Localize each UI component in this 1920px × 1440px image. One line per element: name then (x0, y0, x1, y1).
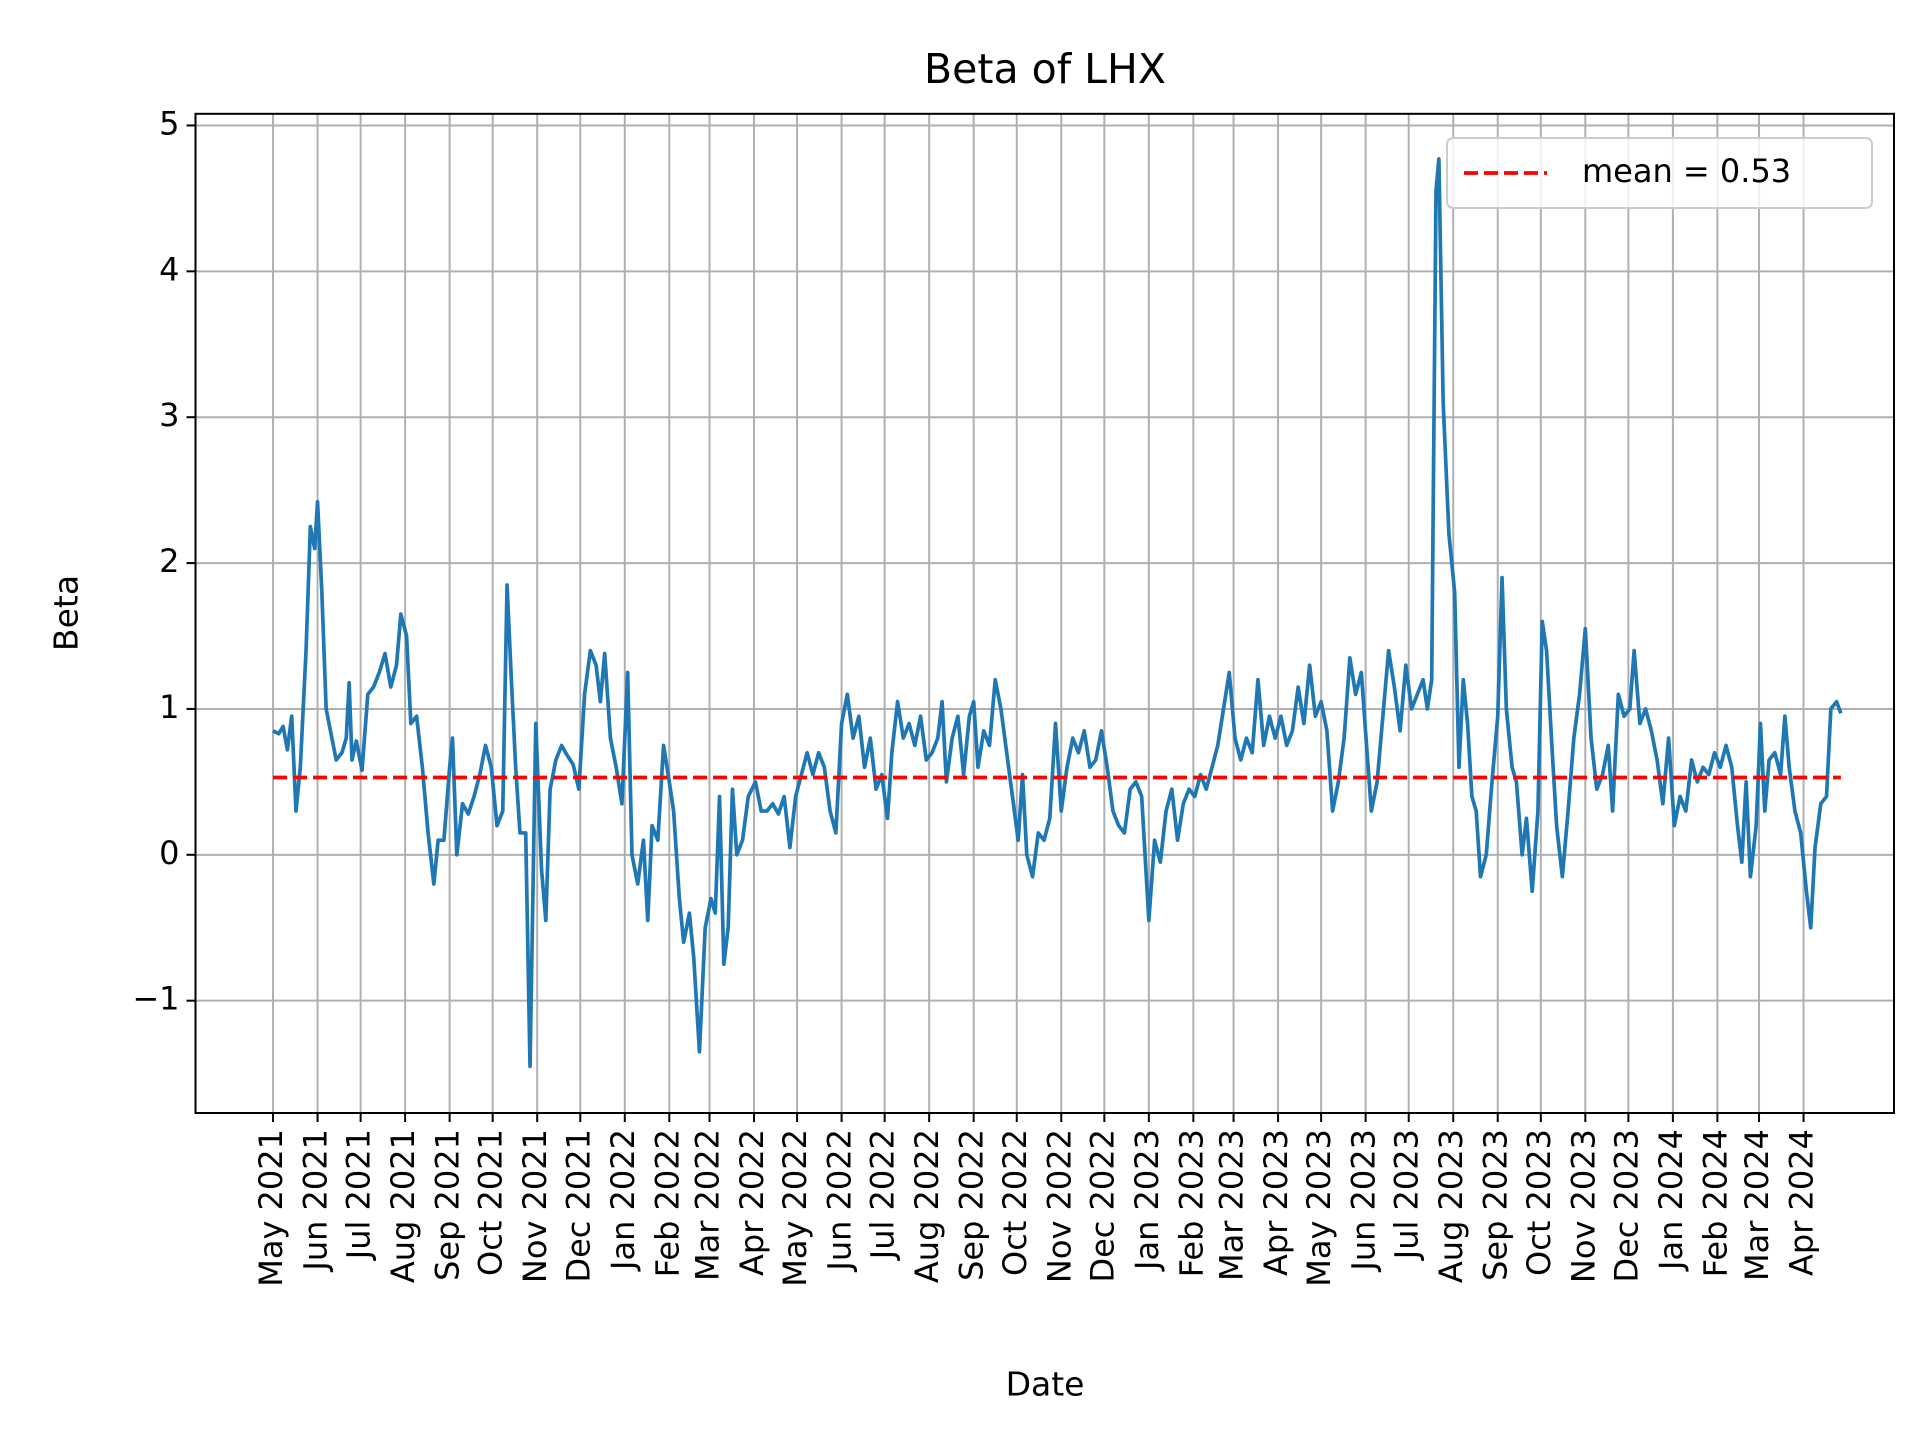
x-tick-label: Sep 2023 (1477, 1129, 1515, 1281)
x-tick-label: Apr 2022 (733, 1129, 771, 1276)
y-tick-label: 5 (159, 104, 179, 142)
x-tick-label: Aug 2021 (384, 1129, 422, 1283)
legend-box (1446, 137, 1873, 209)
x-tick-label: Feb 2023 (1172, 1129, 1210, 1277)
x-tick-label: Jun 2022 (821, 1129, 859, 1273)
y-tick-label: 2 (159, 542, 179, 580)
y-tick-label: 4 (159, 250, 179, 288)
y-axis-label: Beta (47, 575, 86, 651)
x-tick-label: Jul 2023 (1388, 1129, 1426, 1261)
chart-title: Beta of LHX (924, 45, 1166, 93)
y-tick-label: 1 (159, 688, 179, 726)
x-tick-label: Oct 2023 (1520, 1129, 1558, 1276)
y-tick-label: 3 (159, 396, 179, 434)
x-tick-label: Mar 2024 (1738, 1129, 1776, 1281)
x-tick-label: May 2021 (252, 1129, 290, 1287)
x-tick-label: Dec 2021 (559, 1129, 597, 1283)
x-tick-label: Jul 2022 (864, 1129, 902, 1261)
x-tick-label: May 2022 (776, 1129, 814, 1287)
x-tick-label: Feb 2022 (648, 1129, 686, 1277)
x-tick-label: Jan 2023 (1128, 1129, 1166, 1272)
plot-frame (194, 112, 1895, 1115)
x-tick-label: Oct 2021 (472, 1129, 510, 1276)
x-tick-label: Oct 2022 (996, 1129, 1034, 1276)
x-axis-label: Date (1006, 1365, 1085, 1404)
x-tick-label: Sep 2021 (429, 1129, 467, 1281)
x-tick-label: Jun 2021 (297, 1129, 335, 1273)
x-tick-label: Nov 2023 (1564, 1129, 1602, 1283)
x-tick-label: Nov 2021 (516, 1129, 554, 1283)
x-tick-label: Sep 2022 (953, 1129, 991, 1281)
y-tick-label: −1 (132, 980, 179, 1018)
x-tick-label: Jan 2022 (604, 1129, 642, 1272)
y-tick-label: 0 (159, 834, 179, 872)
x-tick-label: Aug 2023 (1432, 1129, 1470, 1283)
x-tick-label: Dec 2022 (1083, 1129, 1121, 1283)
data-line (272, 157, 1843, 1069)
x-tick-label: Nov 2022 (1040, 1129, 1078, 1283)
x-tick-label: Feb 2024 (1696, 1129, 1734, 1277)
x-tick-label: May 2023 (1300, 1129, 1338, 1287)
x-tick-label: Apr 2024 (1783, 1129, 1821, 1276)
x-tick-label: Jan 2024 (1652, 1129, 1690, 1272)
legend-label: mean = 0.53 (1582, 152, 1791, 190)
x-tick-label: Jun 2023 (1345, 1129, 1383, 1273)
x-tick-label: Dec 2023 (1607, 1129, 1645, 1283)
x-tick-label: Mar 2023 (1213, 1129, 1251, 1281)
x-tick-label: Aug 2022 (908, 1129, 946, 1283)
x-tick-label: Apr 2023 (1257, 1129, 1295, 1276)
x-tick-label: Mar 2022 (689, 1129, 727, 1281)
x-tick-label: Jul 2021 (340, 1129, 378, 1261)
